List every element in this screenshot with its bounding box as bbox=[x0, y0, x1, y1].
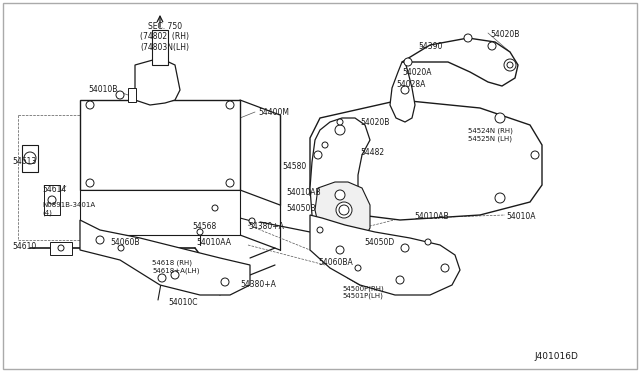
Circle shape bbox=[58, 245, 64, 251]
Polygon shape bbox=[110, 242, 132, 255]
Text: 54400M: 54400M bbox=[258, 108, 289, 117]
Text: SEC. 750
(74802  (RH)
(74803N(LH): SEC. 750 (74802 (RH) (74803N(LH) bbox=[141, 22, 189, 52]
Polygon shape bbox=[44, 185, 60, 215]
Polygon shape bbox=[315, 182, 370, 248]
Text: 54060BA: 54060BA bbox=[318, 258, 353, 267]
Circle shape bbox=[24, 152, 36, 164]
Text: 54010C: 54010C bbox=[168, 298, 198, 307]
Text: 54050B: 54050B bbox=[286, 204, 316, 213]
Text: 54010A: 54010A bbox=[506, 212, 536, 221]
Text: 54568: 54568 bbox=[192, 222, 216, 231]
Circle shape bbox=[197, 229, 203, 235]
Text: 54610: 54610 bbox=[12, 242, 36, 251]
Polygon shape bbox=[135, 58, 180, 105]
Text: 54524N (RH)
54525N (LH): 54524N (RH) 54525N (LH) bbox=[468, 128, 513, 142]
Circle shape bbox=[425, 239, 431, 245]
Circle shape bbox=[226, 179, 234, 187]
Circle shape bbox=[401, 86, 409, 94]
Text: 54020B: 54020B bbox=[360, 118, 389, 127]
Text: 54580: 54580 bbox=[282, 162, 307, 171]
Text: N0891B-3401A
(4): N0891B-3401A (4) bbox=[42, 202, 95, 215]
Circle shape bbox=[314, 151, 322, 159]
Circle shape bbox=[337, 119, 343, 125]
Polygon shape bbox=[402, 38, 518, 86]
Circle shape bbox=[336, 202, 352, 218]
Circle shape bbox=[212, 205, 218, 211]
Circle shape bbox=[317, 227, 323, 233]
Circle shape bbox=[118, 245, 124, 251]
Circle shape bbox=[226, 101, 234, 109]
Text: 54010AA: 54010AA bbox=[196, 238, 231, 247]
Circle shape bbox=[48, 196, 56, 204]
Polygon shape bbox=[80, 220, 250, 295]
Text: 54390: 54390 bbox=[418, 42, 442, 51]
Polygon shape bbox=[128, 88, 136, 102]
Polygon shape bbox=[22, 145, 38, 172]
Text: J401016D: J401016D bbox=[534, 352, 578, 361]
Polygon shape bbox=[310, 118, 378, 285]
Text: 54010AB: 54010AB bbox=[286, 188, 321, 197]
Circle shape bbox=[221, 278, 229, 286]
Text: 54050D: 54050D bbox=[364, 238, 394, 247]
Circle shape bbox=[495, 113, 505, 123]
Text: 54020B: 54020B bbox=[490, 30, 520, 39]
Circle shape bbox=[488, 42, 496, 50]
Circle shape bbox=[355, 265, 361, 271]
Circle shape bbox=[171, 271, 179, 279]
Circle shape bbox=[335, 125, 345, 135]
Polygon shape bbox=[310, 100, 542, 220]
Circle shape bbox=[507, 62, 513, 68]
Circle shape bbox=[86, 101, 94, 109]
Circle shape bbox=[396, 276, 404, 284]
Circle shape bbox=[404, 58, 412, 66]
Circle shape bbox=[441, 264, 449, 272]
Text: 54020A: 54020A bbox=[402, 68, 431, 77]
Text: 54380+A: 54380+A bbox=[240, 280, 276, 289]
Circle shape bbox=[96, 236, 104, 244]
Circle shape bbox=[464, 34, 472, 42]
Circle shape bbox=[495, 193, 505, 203]
Text: 54500P(RH)
54501P(LH): 54500P(RH) 54501P(LH) bbox=[342, 285, 384, 299]
Polygon shape bbox=[80, 190, 240, 235]
Text: 54614: 54614 bbox=[42, 185, 67, 194]
Circle shape bbox=[339, 205, 349, 215]
Circle shape bbox=[322, 142, 328, 148]
Circle shape bbox=[504, 59, 516, 71]
Circle shape bbox=[336, 246, 344, 254]
Circle shape bbox=[86, 179, 94, 187]
Text: 54380+A: 54380+A bbox=[248, 222, 284, 231]
Polygon shape bbox=[50, 242, 72, 255]
Circle shape bbox=[531, 151, 539, 159]
Text: 54010B: 54010B bbox=[88, 85, 118, 94]
Polygon shape bbox=[152, 30, 168, 65]
Text: 54010AB: 54010AB bbox=[414, 212, 449, 221]
Circle shape bbox=[116, 91, 124, 99]
Polygon shape bbox=[390, 62, 415, 122]
Circle shape bbox=[158, 274, 166, 282]
Polygon shape bbox=[80, 100, 240, 190]
Text: 54613: 54613 bbox=[12, 157, 36, 166]
Text: 54482: 54482 bbox=[360, 148, 384, 157]
Text: 54028A: 54028A bbox=[396, 80, 426, 89]
Circle shape bbox=[401, 244, 409, 252]
Text: 54618 (RH)
54618+A(LH): 54618 (RH) 54618+A(LH) bbox=[152, 260, 200, 274]
Circle shape bbox=[335, 190, 345, 200]
Polygon shape bbox=[310, 215, 460, 295]
Text: 54060B: 54060B bbox=[110, 238, 140, 247]
Circle shape bbox=[249, 218, 255, 224]
